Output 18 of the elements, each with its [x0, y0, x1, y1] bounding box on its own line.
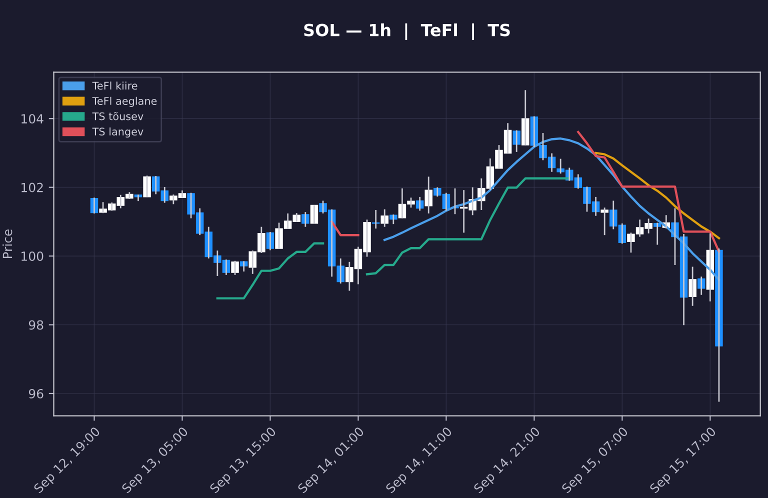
candlestick	[600, 206, 608, 236]
chart-title: SOL — 1h | TeFl | TS	[304, 23, 510, 40]
candlestick	[90, 196, 98, 214]
legend-label: TS tõusev	[92, 112, 144, 120]
candlestick	[310, 204, 318, 224]
y-tick-label: 104	[22, 114, 44, 124]
legend-label: TS langev	[92, 127, 144, 138]
y-tick-label: 98	[28, 320, 44, 330]
y-tick-label: 100	[22, 252, 44, 261]
legend-label: TeFl kiire	[92, 82, 138, 90]
y-axis-title: Price	[2, 229, 12, 258]
candlestick	[143, 174, 151, 198]
y-tick-label: 102	[22, 182, 43, 192]
line-series	[594, 152, 720, 240]
candlestick	[231, 260, 239, 276]
y-tick-label: 96	[28, 388, 44, 398]
legend-label: TeFl aeglane	[92, 96, 157, 107]
line-series	[383, 137, 720, 281]
